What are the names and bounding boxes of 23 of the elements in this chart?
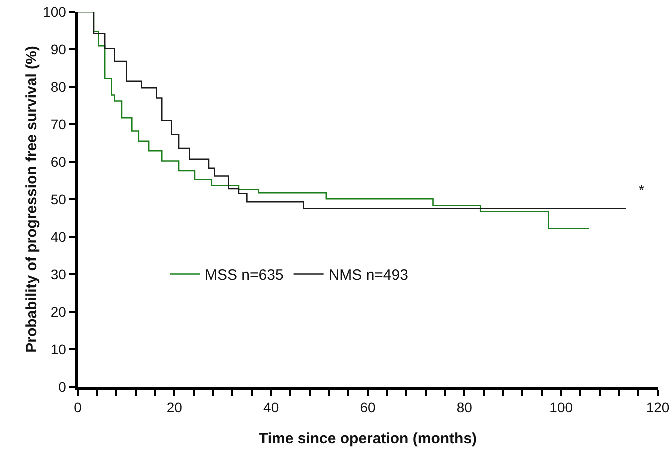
x-tick-label: 20: [166, 400, 183, 416]
annotation: *: [639, 182, 645, 198]
legend-label: NMS n=493: [328, 267, 408, 284]
y-tick-label: 80: [50, 78, 67, 95]
y-tick-label: 30: [50, 266, 67, 282]
y-tick-label: 50: [50, 191, 67, 208]
x-tick-label: 0: [74, 400, 82, 416]
y-axis-title: Probability of progression free survival (%): [24, 46, 40, 353]
y-tick-label: 0: [58, 378, 67, 395]
y-tick-label: 60: [50, 154, 67, 170]
legend-label: MSS n=635: [205, 267, 284, 284]
x-tick-label: 60: [360, 400, 376, 416]
x-axis-title: Time since operation (months): [258, 430, 478, 448]
y-tick-label: 10: [50, 341, 67, 358]
y-tick-label: 70: [50, 116, 67, 132]
x-tick-label: 120: [646, 400, 670, 416]
y-tick-label: 90: [50, 41, 67, 58]
y-tick-label: 40: [50, 228, 67, 245]
x-tick-label: 40: [264, 400, 280, 416]
x-tick-label: 80: [456, 400, 473, 416]
y-tick-label: 100: [43, 4, 67, 20]
x-tick-label: 100: [550, 400, 574, 416]
y-tick-label: 20: [50, 304, 67, 320]
